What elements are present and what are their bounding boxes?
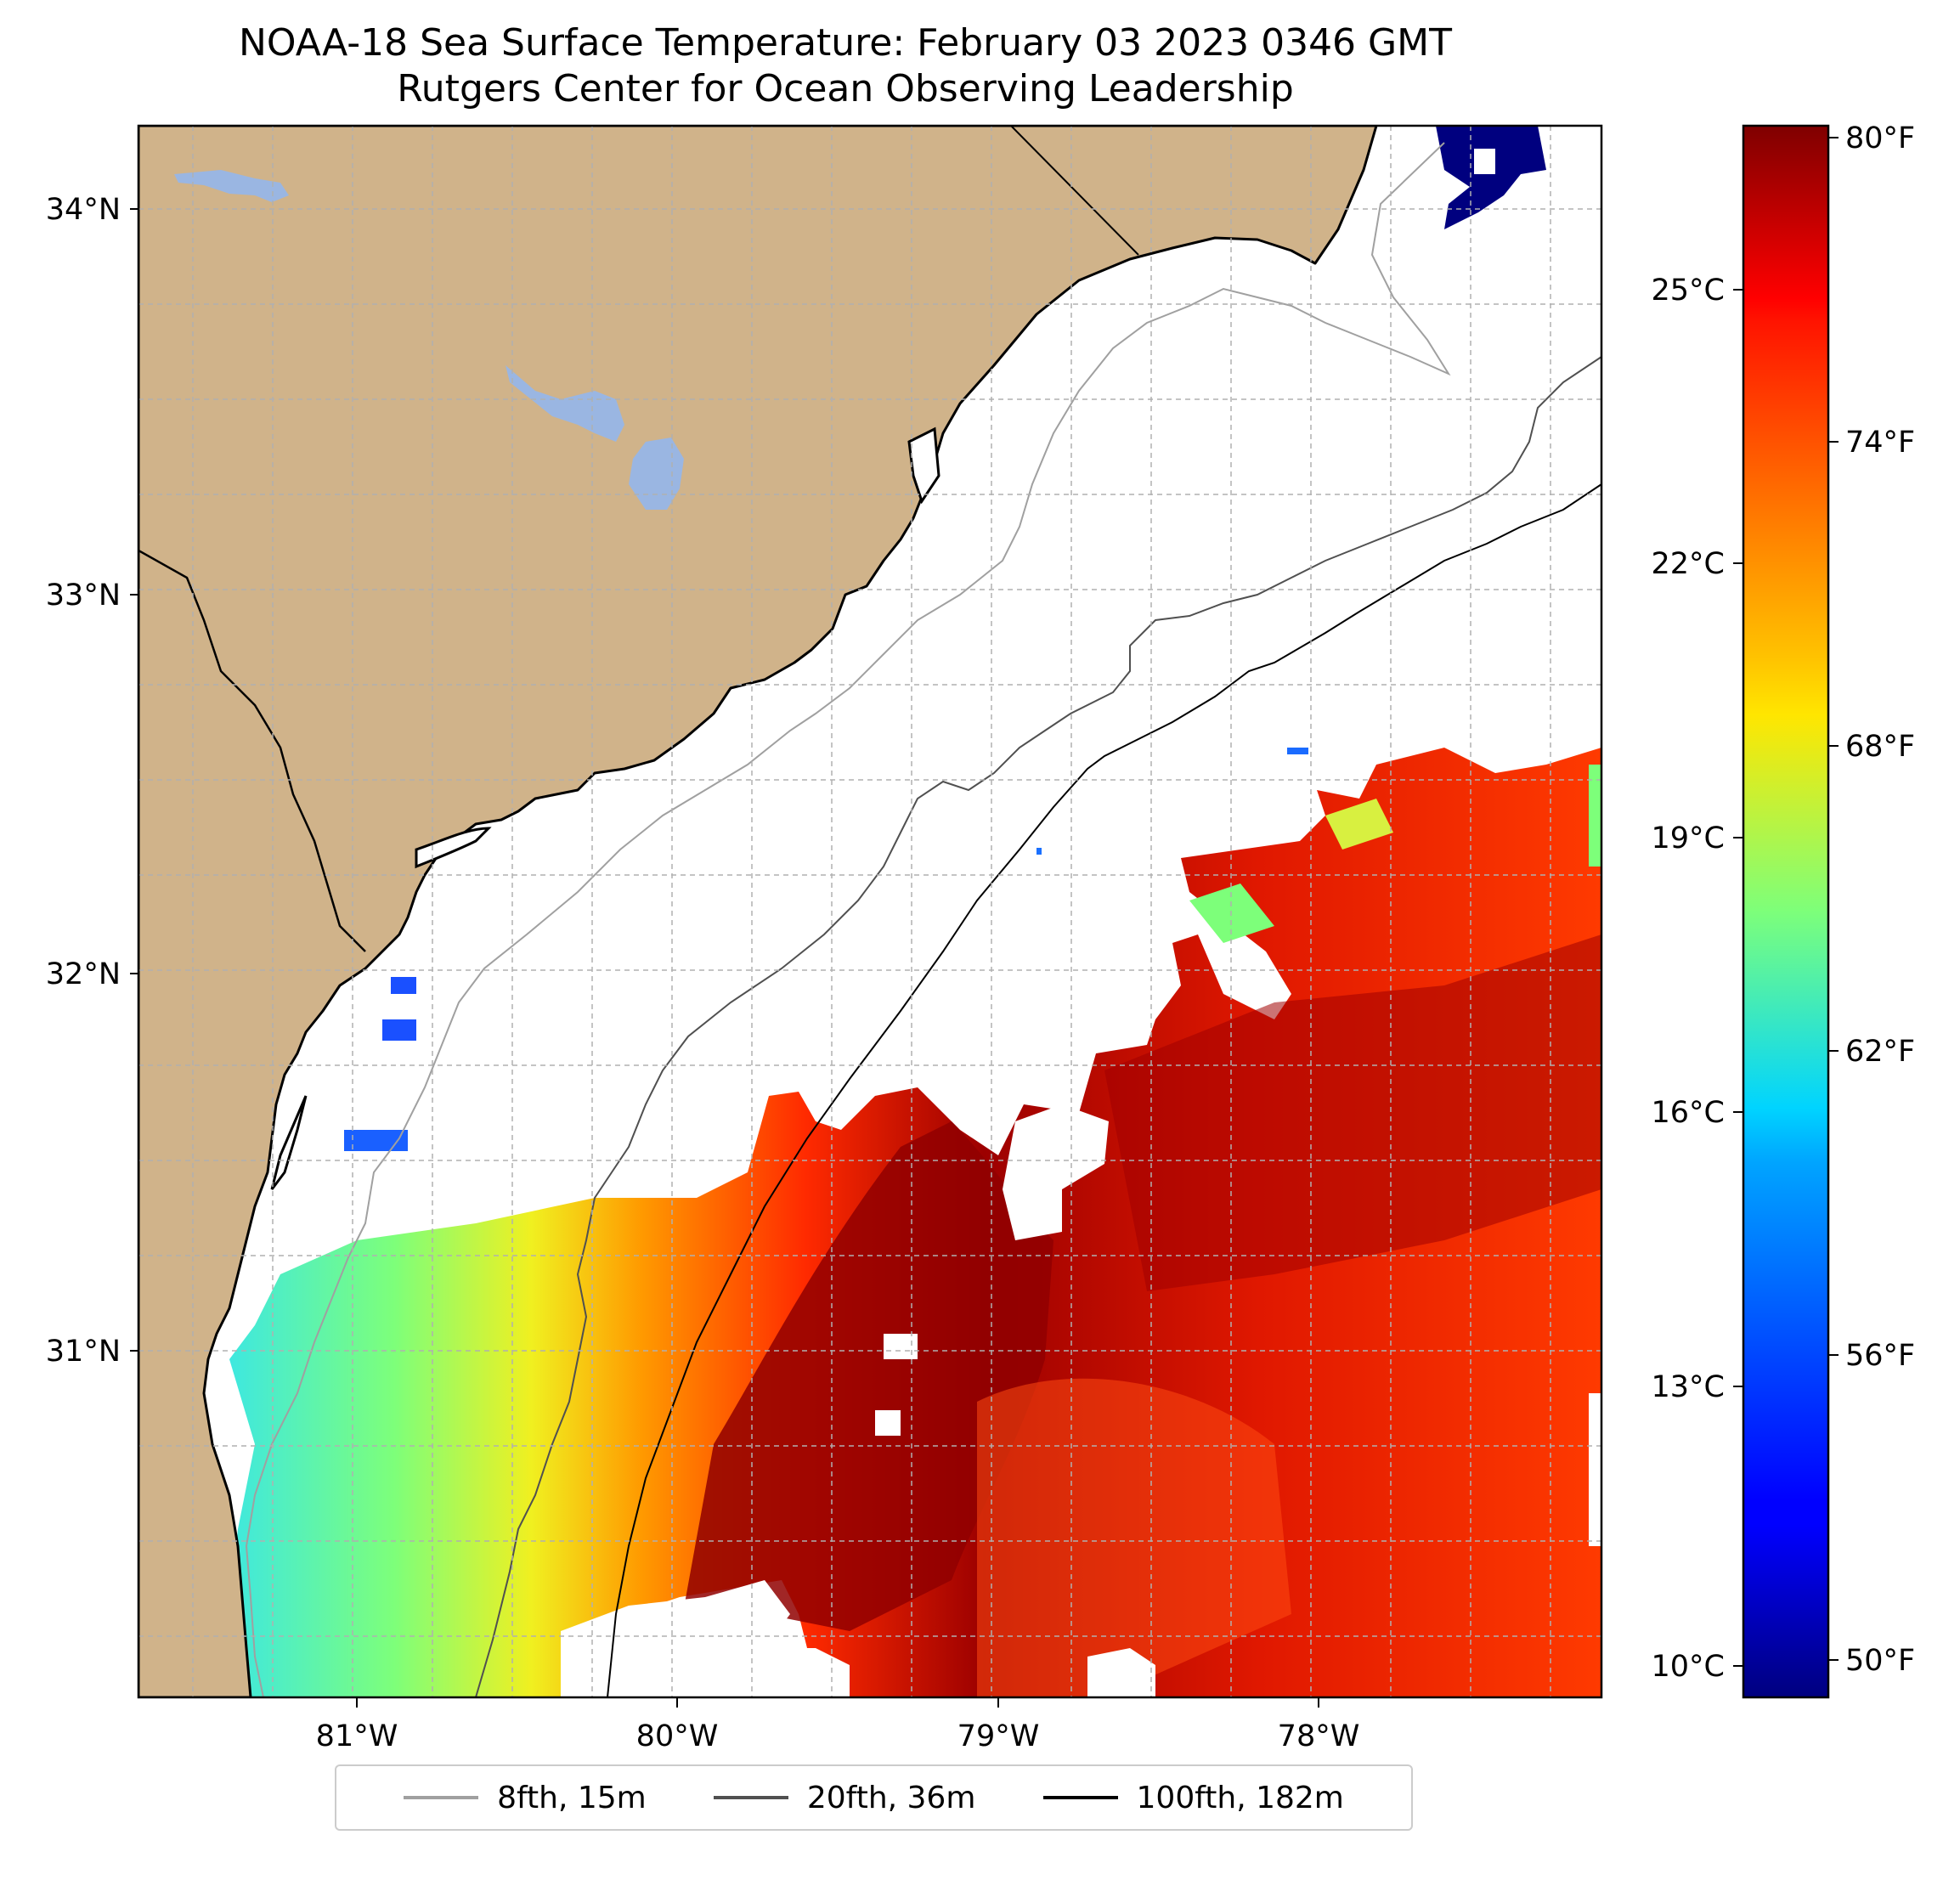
colorbar-f-label-50: 50°F (1845, 1644, 1915, 1678)
lon-label-81: 81°W (316, 1719, 398, 1753)
legend-label-20fth: 20fth, 36m (806, 1780, 976, 1815)
colorbar-f-label-68: 68°F (1845, 730, 1915, 764)
legend-swatch-100fth (1042, 1796, 1118, 1799)
lat-label-34: 34°N (46, 193, 121, 227)
state-border (1010, 126, 1139, 256)
legend-swatch-20fth (713, 1796, 788, 1799)
lon-label-79: 79°W (957, 1719, 1040, 1753)
sst-data-layer (229, 126, 1601, 1697)
land (138, 126, 1378, 1697)
axis-ticks (130, 208, 1319, 1708)
colorbar-f-label-56: 56°F (1845, 1339, 1915, 1373)
colorbar-f-label-62: 62°F (1845, 1035, 1915, 1069)
contour-legend: 8fth, 15m 20fth, 36m 100fth, 182m (335, 1764, 1413, 1831)
colorbar-c-label-16: 16°C (1652, 1096, 1725, 1130)
colorbar-c-label-10: 10°C (1652, 1650, 1725, 1684)
lat-label-32: 32°N (46, 957, 121, 991)
legend-label-8fth: 8fth, 15m (497, 1780, 647, 1815)
map-title: NOAA-18 Sea Surface Temperature: Februar… (239, 21, 1452, 65)
gridlines (138, 126, 1601, 1697)
lat-label-31: 31°N (46, 1335, 121, 1369)
lon-label-78: 78°W (1278, 1719, 1360, 1753)
colorbar-c-label-25: 25°C (1652, 274, 1725, 308)
colorbar (1742, 124, 1830, 1699)
lakes (174, 170, 684, 510)
contour-100fth (607, 483, 1601, 1697)
contour-20fth (475, 356, 1601, 1697)
colorbar-c-ticks (1733, 289, 1743, 1667)
legend-item-8fth: 8fth, 15m (404, 1781, 647, 1815)
colorbar-c-label-19: 19°C (1652, 821, 1725, 855)
lat-label-33: 33°N (46, 579, 121, 613)
map-area (138, 126, 1601, 1697)
map-subtitle: Rutgers Center for Ocean Observing Leade… (397, 67, 1294, 110)
map-frame (137, 124, 1603, 1699)
colorbar-c-label-13: 13°C (1652, 1370, 1725, 1404)
colorbar-c-label-22: 22°C (1652, 547, 1725, 581)
colorbar-f-ticks (1828, 137, 1839, 1661)
contour-8fth (245, 142, 1451, 1697)
colorbar-f-label-74: 74°F (1845, 426, 1915, 460)
legend-label-100fth: 100fth, 182m (1136, 1780, 1344, 1815)
legend-swatch-8fth (404, 1796, 479, 1799)
lon-label-80: 80°W (636, 1719, 719, 1753)
legend-item-20fth: 20fth, 36m (713, 1780, 976, 1815)
legend-item-100fth: 100fth, 182m (1042, 1780, 1344, 1815)
colorbar-f-label-80: 80°F (1845, 121, 1915, 155)
